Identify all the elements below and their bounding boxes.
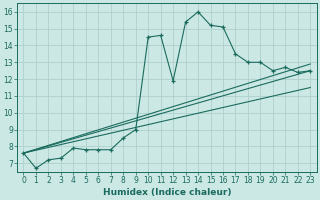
X-axis label: Humidex (Indice chaleur): Humidex (Indice chaleur) — [103, 188, 231, 197]
